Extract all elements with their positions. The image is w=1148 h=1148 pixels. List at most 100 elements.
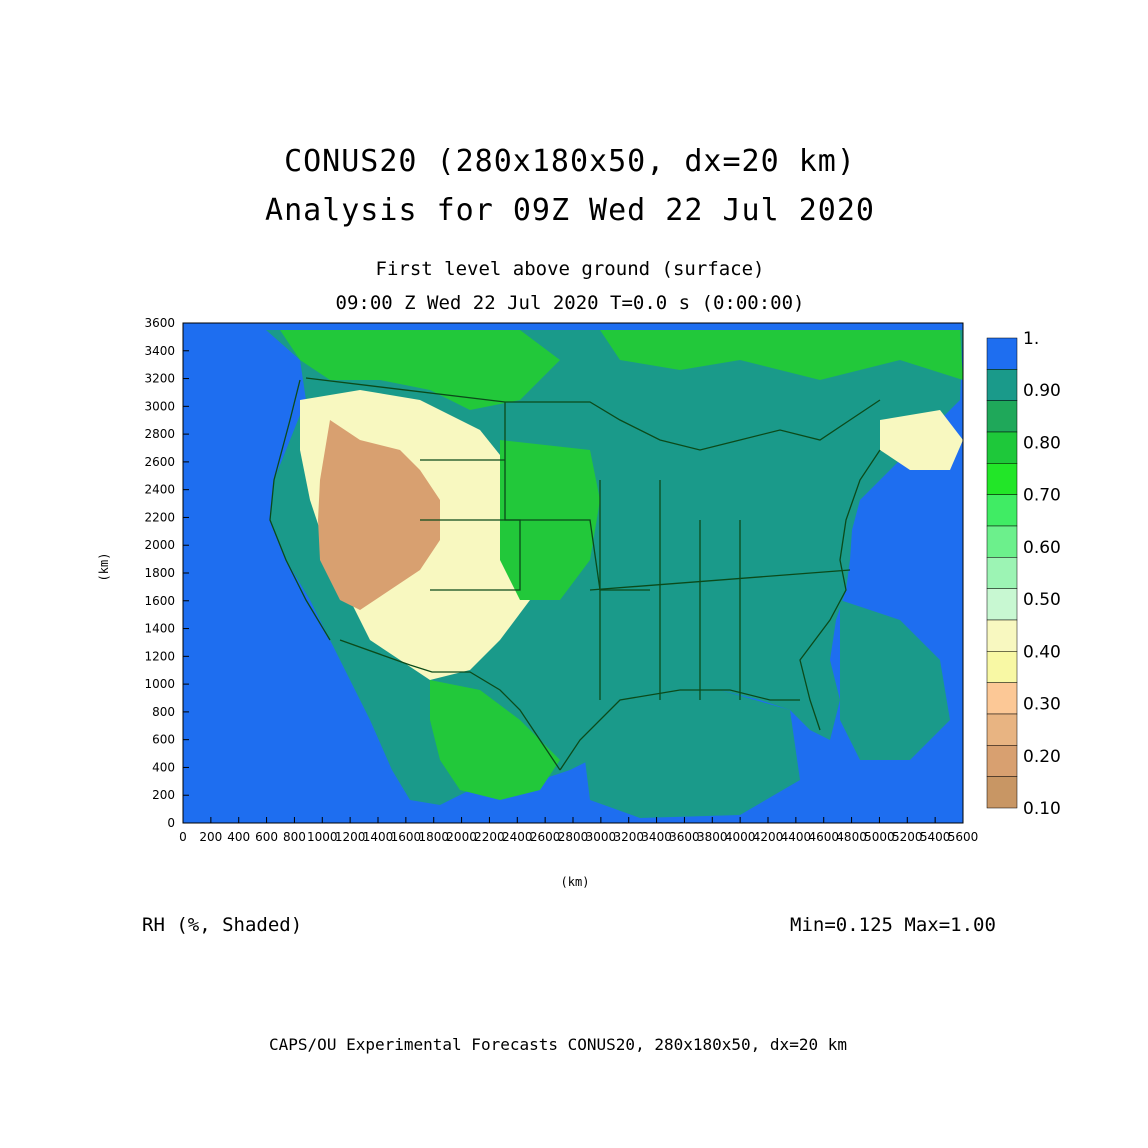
y-tick-label: 3000 — [144, 399, 175, 413]
x-tick-label: 2400 — [502, 830, 533, 844]
colorbar-swatch — [986, 369, 1018, 401]
y-tick-label: 200 — [152, 788, 175, 802]
colorbar-swatch — [986, 525, 1018, 558]
chart-title-line1: CONUS20 (280x180x50, dx=20 km) — [284, 144, 856, 179]
colorbar-swatch — [986, 431, 1018, 464]
x-tick-label: 5200 — [892, 830, 923, 844]
state-line-mid — [599, 480, 741, 700]
east-canada-green — [600, 330, 963, 380]
x-tick-label: 4600 — [808, 830, 839, 844]
x-tick-label: 5600 — [948, 830, 979, 844]
x-tick-label: 4400 — [781, 830, 812, 844]
gulf-ocean — [580, 690, 800, 818]
colorbar-swatch — [986, 588, 1018, 621]
x-tick-label: 1800 — [418, 830, 449, 844]
state-line-co — [420, 459, 521, 591]
x-tick-label: 1000 — [307, 830, 338, 844]
x-tick-label: 4800 — [836, 830, 867, 844]
y-tick-label: 1400 — [144, 622, 175, 636]
x-tick-label: 5400 — [920, 830, 951, 844]
colorbar-label: 0.70 — [1023, 486, 1061, 506]
axis-ticks: 0 200 400 600 800 100012001400160018002000220… — [144, 316, 978, 844]
gulf-coast — [559, 689, 800, 771]
rh-field-map — [183, 323, 963, 823]
border-us-canada — [305, 377, 881, 451]
y-tick-label: 2000 — [144, 538, 175, 552]
y-tick-label: 2200 — [144, 510, 175, 524]
x-axis-label: (km) — [560, 875, 590, 889]
colorbar-label: 0.90 — [1023, 381, 1061, 401]
y-tick-label: 1200 — [144, 649, 175, 663]
x-tick-label: 4200 — [753, 830, 784, 844]
state-boundaries — [269, 377, 881, 771]
colorbar-swatch — [986, 651, 1018, 683]
northern-green-band — [280, 330, 560, 410]
x-tick-label: 600 — [255, 830, 278, 844]
x-tick-label: 3000 — [586, 830, 617, 844]
colorbar-label: 0.20 — [1023, 747, 1061, 767]
y-tick-label: 3400 — [144, 344, 175, 358]
y-tick-label: 2400 — [144, 483, 175, 497]
colorbar-label: 0.40 — [1023, 642, 1061, 662]
y-tick-label: 3600 — [144, 316, 175, 330]
west-coast — [269, 379, 331, 641]
colorbar-swatch — [986, 682, 1018, 715]
east-coast — [799, 449, 881, 731]
x-tick-label: 2600 — [530, 830, 561, 844]
footer-credit: CAPS/OU Experimental Forecasts CONUS20, … — [269, 1035, 847, 1054]
colorbar-label: 0.10 — [1023, 799, 1061, 819]
y-tick-label: 0 — [167, 816, 175, 830]
state-line-ohio — [589, 569, 851, 591]
colorbar-swatch — [986, 713, 1018, 746]
colorbar-swatch — [986, 463, 1018, 495]
border-us-mexico — [339, 639, 561, 771]
x-tick-label: 2800 — [558, 830, 589, 844]
colorbar-swatch — [986, 745, 1018, 777]
colorbar-label: 0.60 — [1023, 538, 1061, 558]
colorbar-label: 0.80 — [1023, 433, 1061, 453]
southwest-green — [430, 680, 560, 800]
y-tick-label: 800 — [152, 705, 175, 719]
x-tick-label: 3800 — [697, 830, 728, 844]
x-tick-label: 1600 — [391, 830, 422, 844]
great-basin-dry — [318, 420, 440, 610]
colorbar: 1. 0.90 0.80 0.70 0.60 0.50 0.40 0.30 0.20 0.10 — [986, 329, 1061, 819]
y-tick-label: 2600 — [144, 455, 175, 469]
x-tick-label: 0 — [179, 830, 187, 844]
atlantic-green — [840, 600, 950, 760]
x-tick-label: 4000 — [725, 830, 756, 844]
x-tick-label: 3600 — [669, 830, 700, 844]
colorbar-label: 0.50 — [1023, 590, 1061, 610]
x-tick-label: 3200 — [613, 830, 644, 844]
x-tick-label: 5000 — [864, 830, 895, 844]
colorbar-label: 0.30 — [1023, 695, 1061, 715]
colorbar-swatch — [986, 400, 1018, 433]
y-tick-label: 3200 — [144, 372, 175, 386]
x-tick-label: 400 — [227, 830, 250, 844]
x-tick-label: 800 — [283, 830, 306, 844]
time-subtitle: 09:00 Z Wed 22 Jul 2020 T=0.0 s (0:00:00… — [335, 292, 805, 314]
colorbar-swatch — [986, 494, 1018, 527]
y-tick-label: 1800 — [144, 566, 175, 580]
x-tick-label: 2000 — [446, 830, 477, 844]
variable-label: RH (%, Shaded) — [142, 914, 303, 936]
y-tick-label: 600 — [152, 733, 175, 747]
x-tick-label: 200 — [199, 830, 222, 844]
colorbar-swatch — [986, 337, 1018, 370]
colorbar-swatch — [986, 557, 1018, 589]
y-tick-label: 400 — [152, 760, 175, 774]
y-tick-label: 1600 — [144, 594, 175, 608]
min-max-stats: Min=0.125 Max=1.00 — [790, 914, 996, 936]
x-tick-label: 2200 — [474, 830, 505, 844]
y-tick-label: 2800 — [144, 427, 175, 441]
x-tick-label: 1400 — [363, 830, 394, 844]
level-subtitle: First level above ground (surface) — [375, 258, 765, 280]
x-tick-label: 1200 — [335, 830, 366, 844]
northeast-semi — [880, 410, 963, 470]
y-tick-label: 1000 — [144, 677, 175, 691]
colorbar-swatch — [986, 776, 1018, 809]
x-tick-label: 3400 — [641, 830, 672, 844]
colorbar-swatch — [986, 619, 1018, 652]
state-line-ia — [504, 402, 650, 591]
